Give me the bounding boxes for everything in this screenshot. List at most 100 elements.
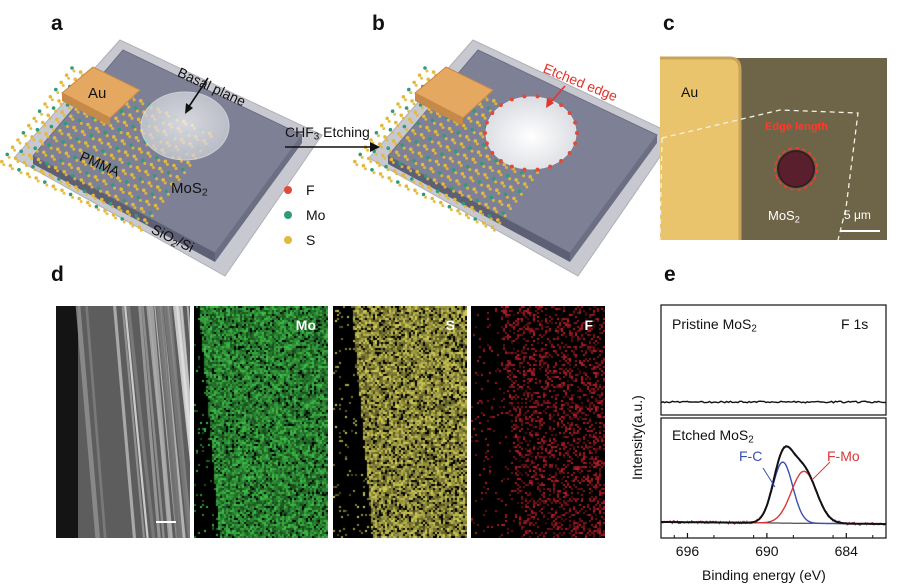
lattice-atom (45, 105, 49, 109)
lattice-atom (439, 122, 443, 127)
lattice-atom (64, 173, 68, 177)
lattice-atom (486, 106, 491, 110)
lattice-atom (508, 177, 512, 181)
lattice-atom (410, 120, 414, 124)
lattice-atom (101, 171, 105, 175)
lattice-atom (374, 152, 378, 156)
lattice-atom (19, 171, 23, 175)
lattice-atom (407, 87, 411, 92)
lattice-atom (50, 98, 54, 102)
lattice-atom (446, 118, 450, 122)
lattice-atom (430, 196, 435, 201)
lattice-atom (133, 106, 138, 110)
eds-map-f-label: F (584, 317, 593, 333)
lattice-atom (429, 188, 433, 192)
lattice-atom (163, 181, 167, 185)
lattice-atom (353, 159, 357, 164)
lattice-atom (464, 213, 469, 217)
lattice-atom (57, 177, 61, 181)
lattice-atom (412, 102, 416, 106)
xps-leader-fmo (811, 461, 831, 481)
lattice-atom (160, 170, 164, 174)
lattice-atom (385, 116, 390, 121)
lattice-atom (144, 191, 148, 195)
lattice-atom (405, 157, 409, 161)
lattice-atom (77, 196, 81, 201)
lattice-atom (136, 117, 141, 122)
lattice-atom (66, 133, 71, 137)
lattice-atom (398, 161, 402, 166)
lattice-atom (188, 163, 192, 167)
edge-fluorine-atom (559, 158, 564, 163)
lattice-atom (53, 187, 57, 191)
lattice-atom (23, 134, 27, 138)
lattice-atom (506, 203, 511, 208)
lattice-atom (114, 138, 118, 142)
lattice-atom (52, 136, 57, 140)
lattice-atom (166, 170, 171, 175)
lattice-atom (53, 165, 58, 170)
lattice-atom (44, 153, 48, 157)
lattice-atom (457, 160, 462, 165)
lattice-atom (491, 198, 495, 202)
lattice-atom (64, 151, 69, 156)
lattice-atom (497, 169, 501, 174)
lattice-atom (30, 156, 34, 160)
lattice-atom (19, 149, 24, 154)
lattice-atom (113, 186, 117, 190)
lattice-atom (470, 205, 474, 210)
lattice-atom (58, 150, 62, 154)
lattice-atom (409, 147, 413, 151)
lattice-atom (111, 213, 116, 217)
edge-fluorine-atom (490, 110, 495, 115)
lattice-atom (431, 170, 435, 174)
lattice-atom (114, 194, 118, 199)
lattice-atom (71, 117, 75, 121)
lattice-atom (101, 149, 105, 153)
lattice-atom (117, 149, 121, 153)
sem-fiber-streak (124, 306, 149, 538)
lattice-atom (65, 125, 69, 128)
lattice-atom (459, 164, 463, 167)
edge-fluorine-atom (490, 151, 495, 156)
sem-fiber-streak (163, 306, 190, 538)
lattice-atom (110, 205, 114, 209)
lattice-atom (492, 99, 496, 103)
lattice-atom (90, 185, 94, 189)
lattice-atom (446, 175, 451, 179)
lattice-atom (488, 165, 493, 170)
lattice-atom (463, 183, 468, 187)
edge-fluorine-atom (535, 167, 540, 172)
lattice-atom (488, 187, 492, 191)
lattice-atom (475, 120, 480, 125)
lattice-atom (80, 151, 84, 155)
lattice-atom (481, 191, 485, 196)
lattice-atom (442, 134, 447, 138)
lattice-atom (372, 171, 376, 175)
lattice-atom (36, 179, 40, 183)
lattice-atom (87, 152, 91, 157)
lattice-atom (472, 109, 477, 113)
lattice-atom (141, 158, 145, 163)
lattice-atom (417, 73, 422, 77)
lattice-atom (484, 146, 488, 150)
lattice-atom (86, 200, 90, 205)
lattice-atom (386, 168, 390, 172)
lattice-atom (427, 129, 431, 133)
lattice-atom (96, 186, 101, 190)
lattice-atom (391, 161, 395, 164)
sem-image (56, 306, 190, 538)
lattice-atom (494, 158, 498, 163)
lattice-atom (423, 166, 427, 170)
lattice-atom (147, 181, 151, 185)
lattice-atom (500, 181, 505, 185)
lattice-atom (85, 171, 89, 175)
lattice-atom (56, 147, 60, 151)
lattice-atom (82, 189, 87, 194)
lattice-atom (152, 195, 156, 199)
lattice-atom (100, 197, 104, 202)
lattice-atom (94, 148, 98, 152)
lattice-atom (422, 136, 426, 140)
sem-fiber-streak (126, 306, 156, 538)
lattice-atom (383, 135, 387, 139)
